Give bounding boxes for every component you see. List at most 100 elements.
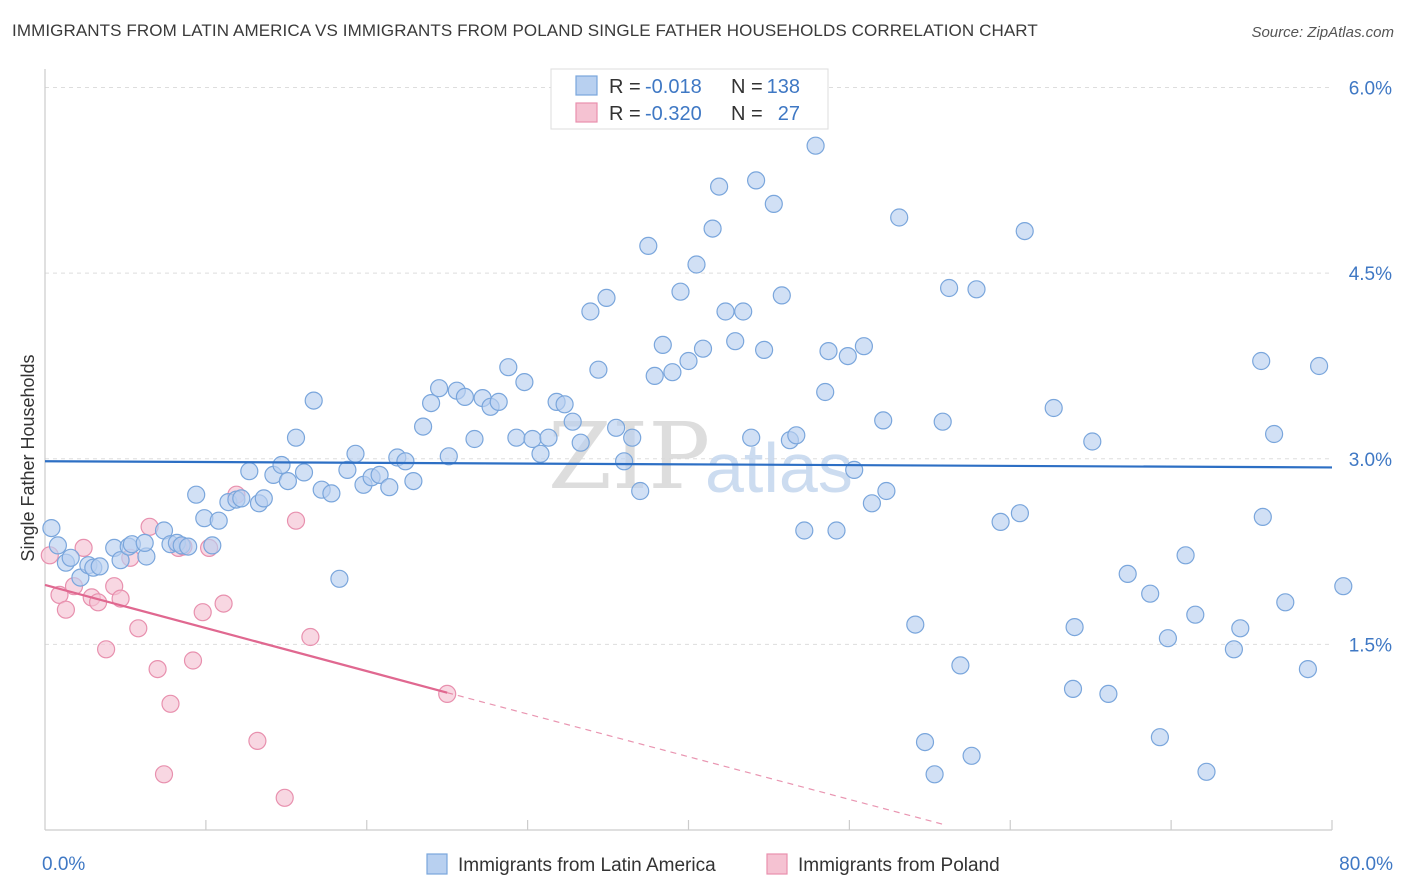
y-tick-label-1: 3.0%	[1349, 450, 1392, 471]
point-latin-america-124	[1150, 728, 1170, 747]
point-latin-america-111	[951, 656, 970, 675]
point-latin-america-89	[754, 340, 774, 359]
trend-line-poland-extension	[447, 692, 947, 826]
point-poland-15	[161, 694, 180, 713]
legend-n-label-1: N =	[731, 76, 763, 98]
bottom-legend-label-latin-america: Immigrants from Latin America	[458, 855, 716, 876]
y-tick-label-3: 6.0%	[1349, 79, 1392, 100]
point-latin-america-31	[278, 472, 297, 491]
point-latin-america-99	[838, 347, 857, 366]
point-latin-america-129	[1224, 640, 1244, 659]
point-latin-america-96	[816, 382, 835, 402]
point-latin-america-65	[563, 412, 582, 431]
point-latin-america-61	[531, 444, 550, 463]
point-latin-america-53	[465, 429, 484, 449]
point-poland-24	[275, 788, 294, 807]
point-latin-america-18	[179, 537, 198, 556]
legend-n-value-1: 138	[767, 76, 800, 98]
point-latin-america-115	[1010, 504, 1030, 523]
point-latin-america-136	[1309, 356, 1329, 376]
point-latin-america-127	[1186, 605, 1205, 624]
point-poland-18	[183, 651, 203, 670]
x-tick-label-max: 80.0%	[1339, 854, 1393, 875]
point-latin-america-83	[709, 177, 729, 196]
trend-line-latin-america	[44, 460, 1333, 469]
point-latin-america-30	[272, 455, 291, 475]
point-latin-america-27	[254, 489, 273, 508]
point-latin-america-9	[111, 551, 130, 570]
point-latin-america-59	[515, 373, 534, 392]
source-credit: Source: ZipAtlas.com	[1251, 24, 1394, 41]
point-latin-america-48	[422, 394, 441, 413]
point-latin-america-120	[1083, 432, 1102, 451]
point-latin-america-90	[764, 194, 783, 213]
point-latin-america-50	[439, 447, 458, 466]
point-latin-america-123	[1141, 584, 1160, 603]
point-latin-america-104	[877, 481, 896, 501]
point-latin-america-42	[370, 465, 389, 484]
legend-n-label-2: N =	[731, 103, 763, 125]
point-latin-america-137	[1334, 577, 1353, 596]
point-latin-america-79	[679, 351, 698, 371]
point-latin-america-33	[294, 463, 314, 482]
point-latin-america-57	[499, 358, 518, 377]
point-latin-america-37	[330, 569, 349, 588]
point-latin-america-67	[581, 302, 600, 321]
point-poland-4	[74, 538, 93, 558]
point-latin-america-80	[687, 255, 706, 274]
point-latin-america-32	[286, 428, 306, 447]
point-latin-america-70	[606, 418, 626, 437]
point-latin-america-106	[906, 615, 925, 634]
point-latin-america-19	[187, 485, 206, 504]
legend-box: R = -0.018 N = 138 R = -0.320 N = 27	[550, 68, 829, 130]
point-latin-america-118	[1063, 679, 1083, 699]
point-latin-america-78	[671, 282, 690, 301]
point-latin-america-107	[915, 732, 935, 752]
bottom-legend-label-poland: Immigrants from Poland	[798, 855, 1000, 876]
point-latin-america-69	[597, 288, 616, 307]
point-latin-america-126	[1176, 546, 1195, 565]
point-poland-6	[88, 593, 108, 612]
point-latin-america-94	[795, 521, 814, 540]
point-latin-america-95	[806, 136, 825, 155]
point-latin-america-122	[1118, 564, 1137, 584]
watermark: ZIP atlas	[548, 403, 853, 510]
point-poland-23	[248, 731, 267, 751]
trend-line-poland	[44, 583, 448, 694]
point-latin-america-13	[135, 533, 154, 553]
point-latin-america-68	[589, 360, 608, 379]
point-latin-america-28	[240, 462, 259, 481]
point-latin-america-77	[663, 363, 682, 382]
point-latin-america-66	[571, 433, 590, 452]
point-latin-america-34	[304, 391, 323, 410]
point-poland-25	[286, 511, 306, 530]
legend-swatch-latin-america	[575, 75, 598, 96]
point-latin-america-22	[209, 511, 228, 530]
point-latin-america-86	[734, 302, 753, 321]
point-latin-america-128	[1197, 762, 1216, 781]
bottom-legend-swatch-poland	[766, 853, 788, 875]
point-latin-america-45	[396, 452, 415, 471]
point-poland-9	[111, 589, 130, 608]
point-latin-america-131	[1252, 351, 1271, 371]
point-latin-america-25	[232, 489, 251, 508]
point-latin-america-116	[1015, 222, 1034, 241]
point-latin-america-110	[939, 278, 959, 298]
point-latin-america-108	[925, 765, 944, 784]
point-latin-america-125	[1158, 629, 1178, 648]
point-latin-america-52	[455, 387, 474, 406]
point-latin-america-132	[1253, 507, 1272, 527]
legend-r-value-2: -0.320	[645, 103, 702, 125]
point-latin-america-7	[90, 557, 109, 576]
point-latin-america-112	[967, 280, 986, 299]
point-latin-america-93	[787, 426, 806, 445]
legend-swatch-poland	[575, 102, 598, 123]
point-poland-2	[56, 600, 76, 619]
point-latin-america-100	[845, 460, 864, 479]
axes	[44, 69, 1333, 831]
point-latin-america-85	[726, 332, 745, 351]
legend-r-label-1: R =	[609, 76, 641, 98]
point-latin-america-56	[489, 392, 508, 411]
point-poland-14	[154, 765, 174, 784]
